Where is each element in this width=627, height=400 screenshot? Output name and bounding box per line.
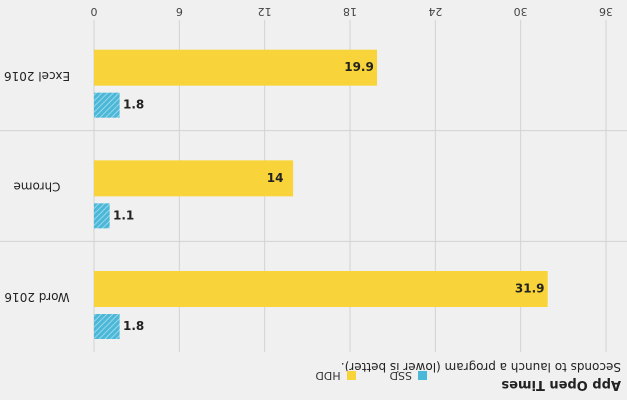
x-tick-label: 0 [91,5,98,18]
data-label-hdd: 31.9 [515,282,545,296]
category-label: Excel 2016 [4,69,70,83]
category-label: Chrome [13,180,60,194]
bar-ssd [94,314,120,339]
x-tick-label: 24 [428,5,442,18]
data-label-ssd: 1.8 [123,98,144,112]
data-label-ssd: 1.8 [123,319,144,333]
bar-hdd [94,160,294,197]
x-tick-label: 36 [599,5,613,18]
data-label-hdd: 19.9 [344,60,374,74]
bar-hdd [94,271,548,307]
category-label: Word 2016 [4,290,69,304]
x-tick-label: 12 [258,5,272,18]
x-tick-label: 30 [514,5,528,18]
bar-ssd [94,203,110,229]
data-label-hdd: 14 [267,171,284,185]
x-tick-label: 18 [343,5,357,18]
x-tick-label: 6 [176,5,183,18]
bar-hdd [94,49,378,86]
data-label-ssd: 1.1 [113,208,134,222]
bar-ssd [94,92,120,118]
